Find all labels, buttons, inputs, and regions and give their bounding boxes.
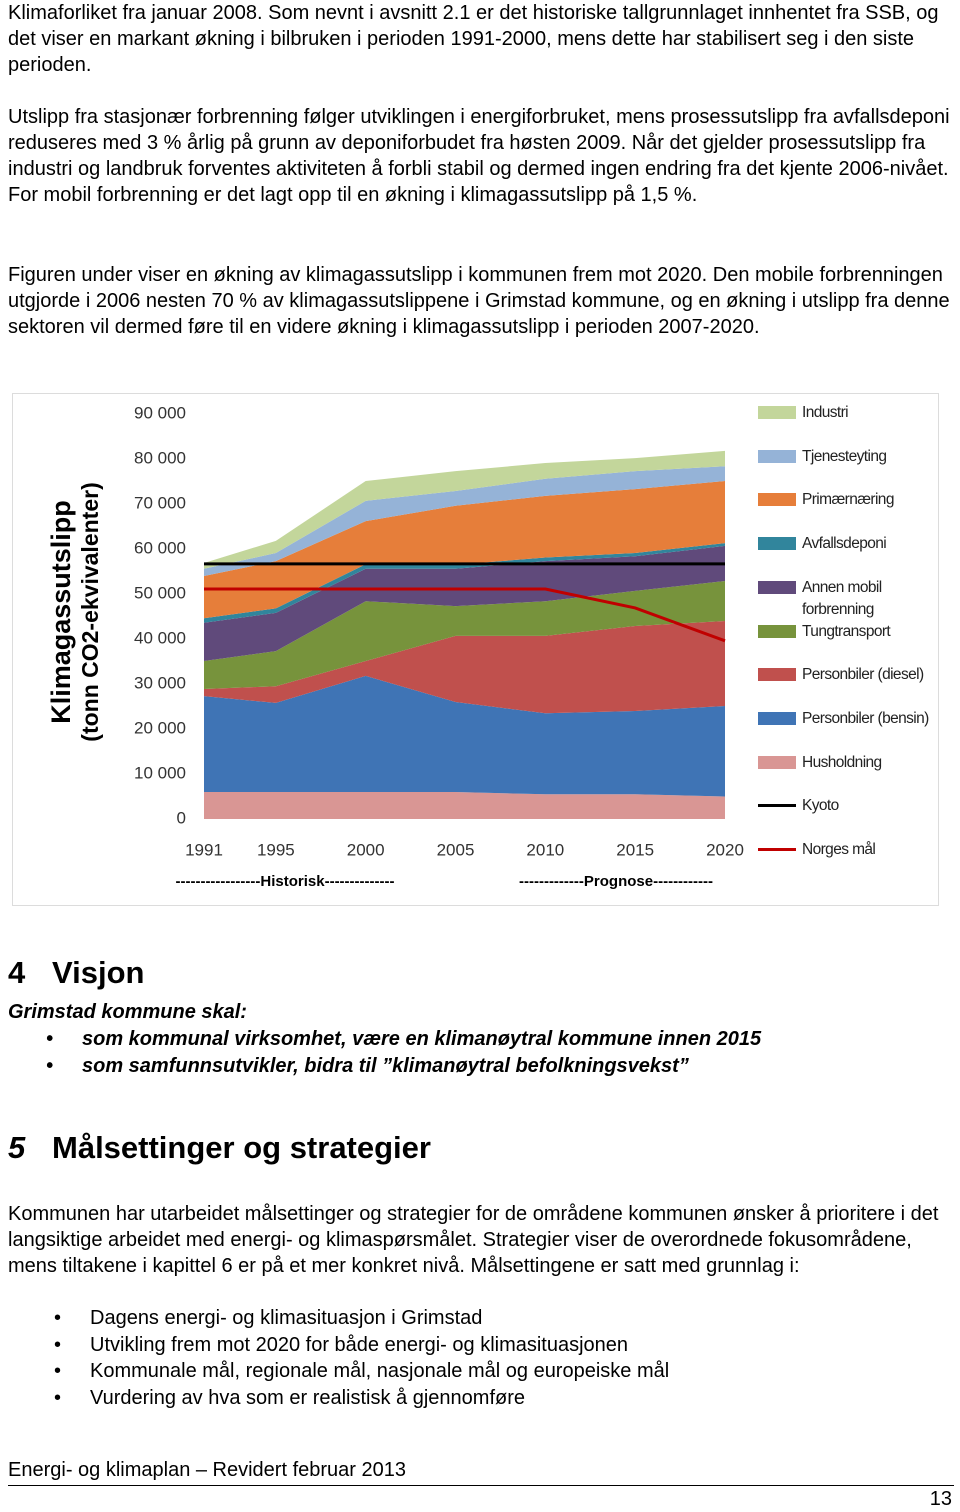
y-tick-label: 40 000 <box>134 628 186 647</box>
y-tick-label: 60 000 <box>134 538 186 557</box>
legend-label: Norges mål <box>802 841 876 858</box>
area <box>204 792 725 819</box>
paragraph: Figuren under viser en økning av klimaga… <box>8 264 950 338</box>
legend-swatch <box>758 624 796 638</box>
legend-item: Personbiler (diesel) <box>758 662 938 706</box>
bullet-list: som kommunal virksomhet, være en klimanø… <box>46 1026 761 1080</box>
x-tick-label: 2020 <box>706 840 744 859</box>
legend-swatch <box>758 449 796 463</box>
legend-item: Personbiler (bensin) <box>758 706 938 750</box>
y-tick-label: 50 000 <box>134 583 186 602</box>
legend-label: Annen mobil forbrenning <box>802 578 882 618</box>
area <box>204 543 725 623</box>
legend-swatch <box>758 804 796 808</box>
y-tick-label: 70 000 <box>134 493 186 512</box>
footer-rule <box>8 1485 954 1486</box>
footer-text: Energi- og klimaplan – Revidert februar … <box>8 1459 406 1481</box>
heading: 4 Visjon <box>8 955 144 991</box>
area <box>204 580 725 689</box>
legend-item: Norges mål <box>758 837 938 881</box>
legend-swatch <box>758 406 796 419</box>
legend-item: Kyoto <box>758 793 938 837</box>
chart: Klimagassutslipp (tonn CO2-ekvivalenter)… <box>12 393 939 906</box>
paragraph: Utslipp fra stasjonær forbrenning følger… <box>8 106 950 206</box>
bullet: Dagens energi- og klimasituasjon i Grims… <box>54 1305 669 1332</box>
lead: Grimstad kommune skal: <box>8 1001 247 1023</box>
heading: 5 Målsettinger og strategier <box>8 1130 431 1166</box>
y-label: Klimagassutslipp <box>46 500 76 724</box>
legend-item: Tungtransport <box>758 619 938 663</box>
bullet: Vurdering av hva som er realistisk å gje… <box>54 1385 669 1412</box>
legend-label: Avfallsdeponi <box>802 535 887 553</box>
y-tick-label: 30 000 <box>134 673 186 692</box>
legend-item: Industri <box>758 400 938 444</box>
bullet: som samfunnsutvikler, bidra til ”klimanø… <box>46 1053 761 1080</box>
bullet: Kommunale mål, regionale mål, nasjonale … <box>54 1358 669 1385</box>
legend-swatch <box>758 755 796 769</box>
area <box>204 481 725 619</box>
legend-label: Tungtransport <box>802 622 891 640</box>
y-tick-label: 10 000 <box>134 763 186 782</box>
legend-label: Personbiler (bensin) <box>802 709 929 727</box>
area <box>204 545 725 662</box>
y-axis-title: Klimagassutslipp (tonn CO2-ekvivalenter) <box>46 482 103 741</box>
legend-swatch <box>758 537 796 551</box>
area <box>204 675 725 797</box>
paragraph: Kommunen har utarbeidet målsettinger og … <box>8 1203 939 1277</box>
legend-swatch <box>758 580 796 594</box>
legend-label: Husholdning <box>802 753 882 771</box>
legend-swatch <box>758 848 796 851</box>
legend-swatch <box>758 668 796 682</box>
legend-item: Tjenesteyting <box>758 444 938 488</box>
y-label-unit: (tonn CO2-ekvivalenter) <box>77 482 103 741</box>
heading-title: Visjon <box>52 955 145 990</box>
y-tick-label: 90 000 <box>134 403 186 422</box>
page-number: 13 <box>929 1488 952 1510</box>
legend-label: Industri <box>802 404 849 421</box>
legend-label: Tjenesteyting <box>802 447 887 465</box>
line <box>204 587 726 643</box>
area <box>204 621 725 714</box>
bullet: Utvikling frem mot 2020 for både energi-… <box>54 1332 669 1359</box>
heading-number: 5 <box>8 1130 26 1165</box>
legend-item: Husholdning <box>758 750 938 794</box>
area <box>204 450 725 569</box>
legend-swatch <box>758 711 796 725</box>
legend-label: Primærnæring <box>802 491 894 509</box>
annotation: -----------------Historisk-------------- <box>175 873 394 890</box>
x-tick-label: 2000 <box>347 840 385 859</box>
legend-label: Kyoto <box>802 797 839 815</box>
legend-swatch <box>758 493 796 507</box>
legend-label: Personbiler (diesel) <box>802 666 924 684</box>
annotation: -------------Prognose------------ <box>519 873 713 890</box>
bullet-list: Dagens energi- og klimasituasjon i Grims… <box>54 1305 669 1412</box>
heading-title: Målsettinger og strategier <box>52 1130 431 1165</box>
y-tick-label: 80 000 <box>134 448 186 467</box>
x-tick-label: 2010 <box>526 840 564 859</box>
y-tick-label: 20 000 <box>134 718 186 737</box>
x-tick-label: 2015 <box>616 840 654 859</box>
bullet: som kommunal virksomhet, være en klimanø… <box>46 1026 761 1053</box>
paragraph: Klimaforliket fra januar 2008. Som nevnt… <box>8 2 939 76</box>
legend-item: Avfallsdeponi <box>758 531 938 575</box>
x-tick-label: 2005 <box>437 840 475 859</box>
x-tick-label: 1995 <box>257 840 295 859</box>
chart-svg: Klimagassutslipp (tonn CO2-ekvivalenter)… <box>46 403 744 890</box>
y-tick-label: 0 <box>177 808 186 827</box>
legend-item: Annen mobil forbrenning <box>758 575 938 619</box>
heading-number: 4 <box>8 955 26 990</box>
legend-item: Primærnæring <box>758 487 938 531</box>
x-tick-label: 1991 <box>185 840 223 859</box>
